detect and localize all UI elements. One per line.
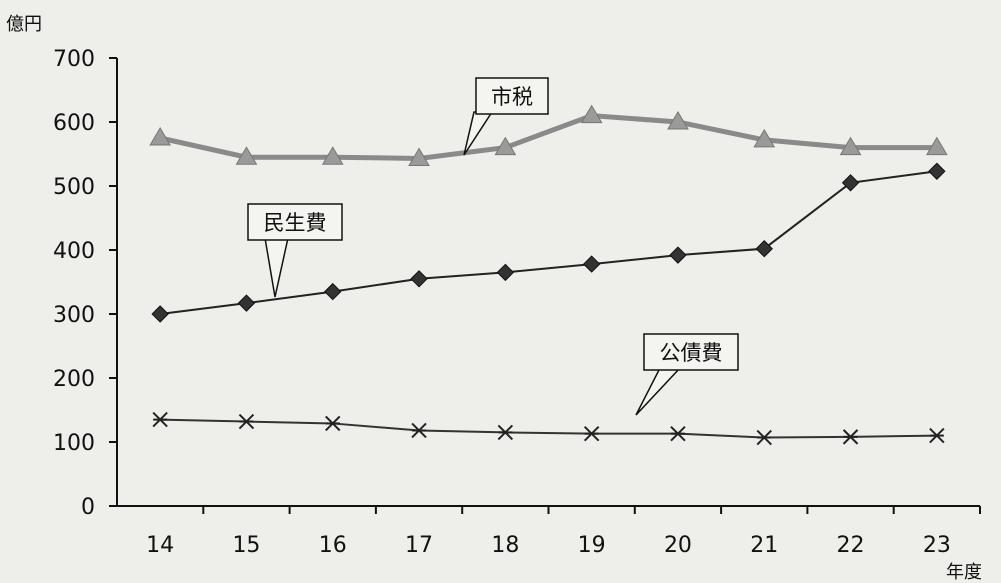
series-line-0	[159, 113, 937, 161]
x-tick-label: 17	[405, 533, 433, 558]
callout-minseihi: 民生費	[247, 203, 343, 298]
x-tick-label: 23	[923, 533, 951, 558]
data-point-diamond	[496, 263, 515, 282]
x-tick-label: 18	[491, 533, 519, 558]
callout-box	[475, 77, 549, 115]
data-point-asterisk	[929, 427, 945, 444]
y-tick-label: 200	[53, 367, 95, 392]
callout-box	[247, 203, 343, 241]
callout-pointer	[635, 367, 682, 416]
callout-box	[643, 333, 739, 371]
series-markers	[149, 104, 948, 446]
data-point-asterisk	[325, 415, 341, 432]
y-tick-label: 100	[53, 431, 95, 456]
y-tick-label: 600	[53, 111, 95, 136]
data-point-triangle	[321, 146, 344, 165]
data-point-diamond	[669, 246, 687, 264]
data-point-diamond	[237, 294, 256, 312]
data-point-diamond	[582, 255, 601, 273]
data-point-triangle	[149, 127, 172, 146]
series-label-shizei: 市税	[491, 85, 533, 109]
data-point-asterisk	[583, 425, 600, 442]
series-lines	[159, 113, 937, 439]
data-point-diamond	[928, 162, 946, 180]
callout-kousaihi: 公債費	[635, 333, 739, 416]
x-tick-label: 16	[319, 533, 347, 558]
data-point-asterisk	[756, 429, 772, 446]
y-tick-label: 0	[81, 495, 95, 520]
data-point-triangle	[580, 104, 603, 124]
data-point-triangle	[839, 136, 862, 156]
data-point-diamond	[151, 305, 169, 323]
data-point-asterisk	[238, 413, 255, 430]
series-label-kousaihi: 公債費	[660, 341, 723, 365]
y-tick-label: 300	[53, 303, 95, 328]
callout-shizei: 市税	[463, 77, 549, 156]
data-point-diamond	[755, 240, 773, 258]
x-tick-label: 21	[750, 533, 778, 558]
x-ticks: 14 15 16 17 18 19 20 21 22 23	[146, 506, 981, 558]
axes	[116, 58, 980, 507]
data-point-asterisk	[411, 422, 427, 439]
data-point-asterisk	[152, 411, 168, 428]
y-tick-label: 400	[53, 239, 95, 264]
y-ticks: 0 100 200 300 400 500 600 700	[53, 47, 117, 520]
series-line-1	[160, 170, 937, 315]
data-point-asterisk	[670, 425, 686, 442]
x-tick-label: 15	[232, 533, 260, 558]
y-tick-label: 700	[53, 47, 95, 72]
data-point-asterisk	[497, 424, 514, 441]
data-point-triangle	[494, 136, 517, 156]
data-point-diamond	[410, 270, 428, 288]
data-point-triangle	[925, 136, 948, 156]
data-point-triangle	[753, 128, 776, 148]
series-label-minseihi: 民生費	[264, 211, 327, 235]
x-tick-label: 14	[146, 533, 174, 558]
x-unit-label: 年度	[946, 562, 982, 583]
y-unit-label: 億円	[6, 14, 42, 35]
x-tick-label: 22	[837, 533, 865, 558]
data-point-triangle	[667, 111, 689, 130]
x-tick-label: 19	[578, 533, 606, 558]
data-point-triangle	[235, 146, 258, 165]
data-point-asterisk	[842, 429, 859, 445]
x-tick-label: 20	[664, 533, 692, 558]
y-tick-label: 500	[53, 175, 95, 200]
series-line-2	[160, 418, 937, 439]
data-point-triangle	[408, 147, 430, 166]
callout-pointer	[264, 237, 289, 298]
data-point-diamond	[841, 174, 860, 192]
data-point-diamond	[324, 282, 342, 301]
